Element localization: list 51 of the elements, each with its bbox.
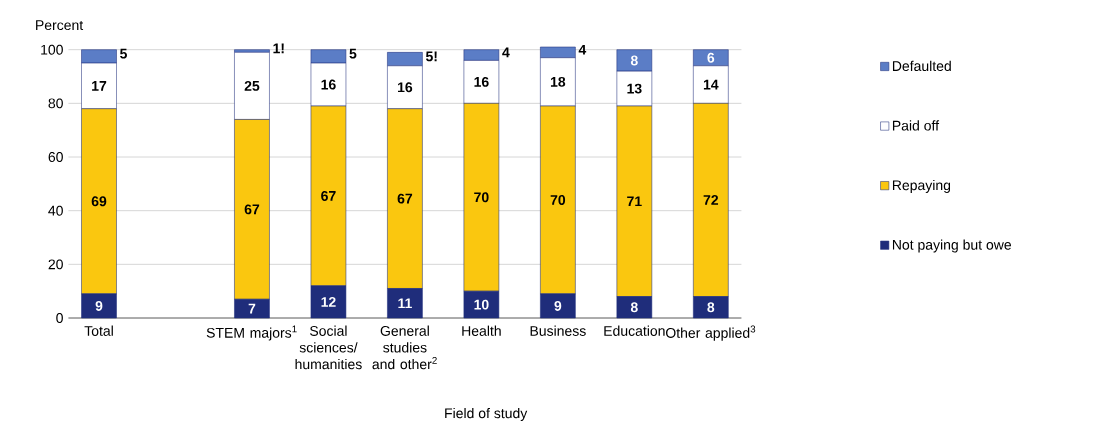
y-tick-label: 80 bbox=[48, 98, 63, 109]
data-label: 6 bbox=[707, 52, 715, 63]
data-label: 11 bbox=[398, 298, 412, 309]
data-label: 4 bbox=[502, 47, 510, 58]
data-label: 4 bbox=[578, 44, 587, 55]
data-label: 16 bbox=[398, 82, 413, 93]
y-tick-label: 100 bbox=[41, 44, 63, 55]
x-tick-label: Total bbox=[84, 325, 113, 336]
data-label: 12 bbox=[321, 297, 336, 307]
data-label: 13 bbox=[627, 83, 642, 94]
data-label: 67 bbox=[244, 204, 260, 215]
data-label: 16 bbox=[474, 76, 489, 87]
x-axis-title: Field of study bbox=[445, 407, 528, 421]
legend-label: Defaulted bbox=[892, 60, 951, 72]
data-label: 5 bbox=[349, 48, 357, 59]
data-label: 7 bbox=[248, 303, 256, 314]
data-label: 14 bbox=[703, 79, 719, 90]
data-label: 18 bbox=[550, 76, 566, 87]
data-label: 5! bbox=[425, 51, 437, 62]
legend-label: Repaying bbox=[892, 179, 951, 193]
x-tick-label: Other applied$^{3}$ bbox=[666, 325, 756, 341]
data-label: 10 bbox=[474, 299, 489, 310]
data-label: 70 bbox=[474, 192, 489, 203]
legend-label: Not paying but owe bbox=[892, 239, 1012, 253]
y-tick-label: 40 bbox=[48, 205, 63, 216]
y-tick-label: 0 bbox=[56, 313, 63, 323]
data-label: 1! bbox=[273, 43, 284, 54]
data-label: 8 bbox=[630, 302, 638, 313]
data-label: 67 bbox=[321, 190, 336, 201]
x-tick-label: Business bbox=[530, 325, 586, 336]
x-tick-label: Education bbox=[604, 325, 665, 336]
data-label: 69 bbox=[91, 196, 107, 207]
x-tick-label: General studies and other$^{2}$ bbox=[372, 325, 437, 370]
data-label: 5 bbox=[120, 48, 127, 59]
legend-label: Paid off bbox=[892, 120, 940, 131]
data-label: 9 bbox=[95, 300, 103, 311]
x-tick-label: STEM majors$^{1}$ bbox=[206, 325, 297, 341]
x-tick-label: Health bbox=[462, 325, 501, 336]
data-label: 9 bbox=[554, 300, 562, 311]
y-axis-title: Percent bbox=[36, 20, 84, 31]
y-tick-label: 20 bbox=[48, 259, 63, 270]
data-label: 8 bbox=[630, 55, 638, 66]
y-tick-label: 60 bbox=[48, 152, 63, 162]
data-label: 67 bbox=[397, 193, 413, 204]
data-label: 72 bbox=[703, 195, 719, 205]
data-label: 16 bbox=[321, 79, 336, 90]
data-label: 71 bbox=[627, 196, 642, 207]
data-label: 17 bbox=[92, 81, 107, 91]
data-label: 25 bbox=[244, 80, 260, 91]
data-label: 70 bbox=[550, 194, 566, 205]
data-label: 8 bbox=[707, 302, 715, 313]
